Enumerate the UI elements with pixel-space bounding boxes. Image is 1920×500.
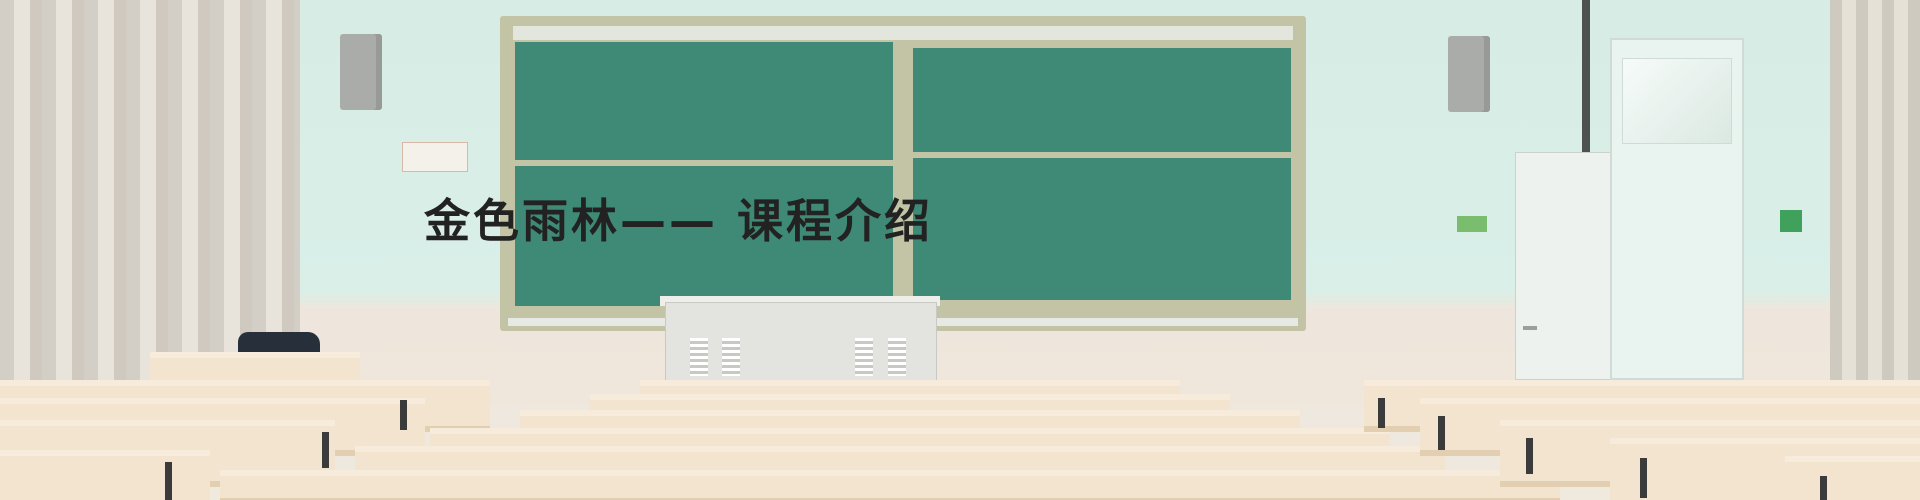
desk-leg [165,462,172,500]
desk [640,380,1180,396]
desk-leg [1820,476,1827,500]
chalkboard-panel [515,42,893,160]
desk-leg [400,400,407,430]
curtain-left [0,0,300,390]
desk [590,394,1230,412]
desk-leg [322,432,329,468]
desk [0,450,210,500]
window-pane [1622,58,1732,144]
podium-vent [722,338,740,376]
banner-headline: 金色雨林—— 课程介绍 [424,194,934,248]
desk-leg [1640,458,1647,498]
desk-leg [1526,438,1533,474]
desk [1785,456,1920,500]
exit-sign [1780,210,1802,232]
desk-leg [1438,416,1445,450]
wall-pipe [1582,0,1590,152]
podium-vent [888,338,906,376]
podium-top [660,296,940,306]
speaker-right [1448,36,1490,112]
chalkboard-panel [913,158,1291,300]
chalkboard-panel [913,48,1291,152]
wall-sign [1457,216,1487,232]
desk [520,410,1300,430]
classroom-door [1515,152,1627,380]
wall-notice [402,142,468,172]
chalkboard-top-rail [513,26,1293,40]
door-handle [1523,326,1537,330]
desk [150,352,360,380]
curtain-right [1830,0,1920,395]
speaker-left [340,34,382,110]
desk [220,470,1560,498]
desk [430,428,1390,450]
desk [355,446,1445,470]
podium-vent [855,338,873,376]
desk-leg [1378,398,1385,428]
podium-vent [690,338,708,376]
chalkboard-panel [515,166,893,306]
